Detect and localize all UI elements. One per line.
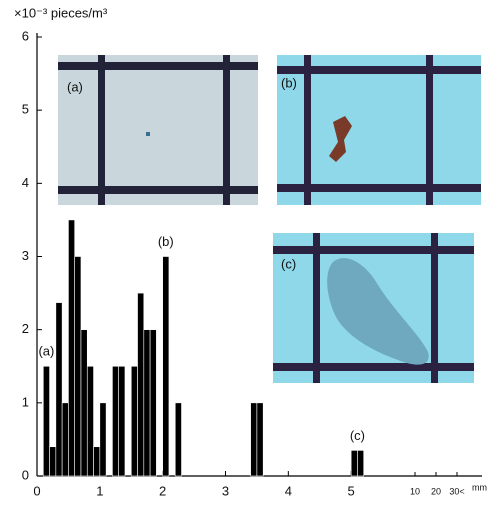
photo-a: (a) (58, 55, 258, 205)
bar (137, 292, 145, 477)
bar (149, 329, 157, 477)
bar (42, 365, 50, 477)
bar (93, 446, 101, 477)
bar (99, 402, 107, 477)
bar (130, 365, 138, 477)
photo-b: (b) (277, 55, 481, 205)
y-tick-label: 5 (22, 102, 29, 117)
bar (256, 402, 264, 477)
x-tick-label: 3 (222, 483, 229, 498)
bar (112, 365, 119, 477)
y-tick-label: 3 (22, 248, 29, 263)
x-axis-label: mm (472, 482, 487, 492)
y-axis-label: ×10⁻³ pieces/m³ (14, 5, 108, 20)
photo-c: (c) (273, 233, 474, 383)
annotation: (c) (350, 428, 365, 443)
annotation: (b) (158, 234, 174, 249)
bar (143, 329, 151, 477)
photo-label: (b) (281, 75, 297, 90)
x-tick-label: 0 (33, 483, 40, 498)
bar (162, 256, 170, 477)
bar (174, 402, 182, 477)
x-tick-label: 2 (159, 483, 166, 498)
bar (49, 446, 57, 477)
bar (74, 256, 82, 477)
bar (250, 402, 258, 477)
y-tick-label: 1 (22, 394, 29, 409)
x-tick-label: 5 (348, 483, 355, 498)
bar (55, 302, 63, 477)
bar (118, 365, 126, 477)
y-tick-label: 6 (22, 28, 29, 43)
x-tick-label: 4 (285, 483, 292, 498)
bar (350, 450, 358, 477)
bar (68, 219, 75, 477)
y-tick-label: 2 (22, 321, 29, 336)
x-tick-label: 20 (431, 486, 441, 496)
annotation: (a) (38, 344, 54, 359)
x-tick-label: 1 (96, 483, 103, 498)
photo-label: (c) (281, 256, 296, 271)
bar (80, 329, 88, 477)
photo-label: (a) (67, 79, 83, 94)
y-tick-label: 4 (22, 175, 29, 190)
bar (86, 365, 94, 477)
bar (61, 402, 69, 477)
y-tick-label: 0 (22, 467, 29, 482)
x-tick-label: 30< (449, 486, 464, 496)
x-tick-label: 10 (410, 486, 420, 496)
bar (357, 450, 365, 477)
